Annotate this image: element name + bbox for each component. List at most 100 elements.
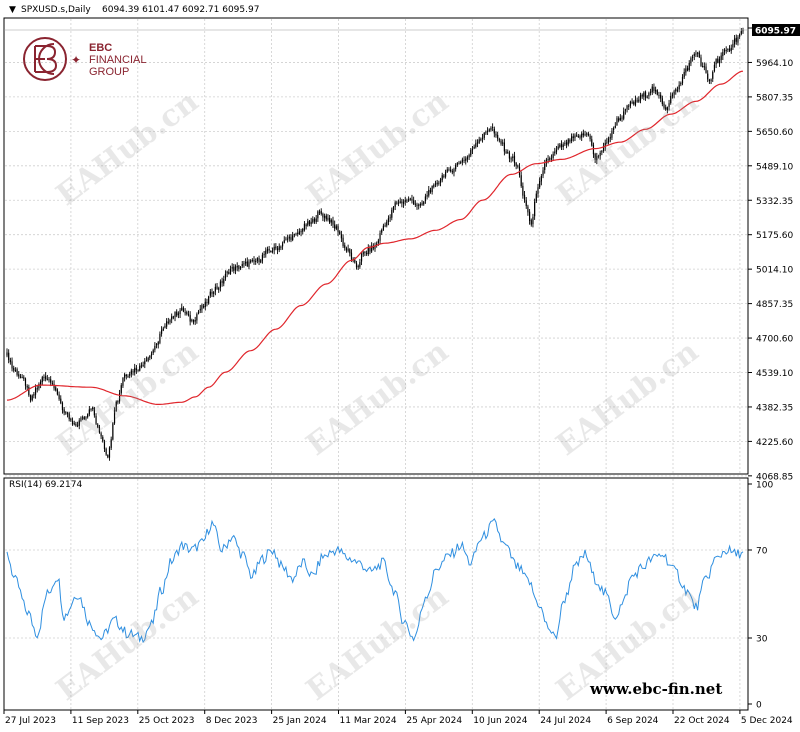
candle-body: [451, 170, 453, 173]
candle-body: [703, 66, 705, 68]
y-tick-label: 5489.10: [756, 162, 793, 172]
candle-body: [214, 286, 216, 292]
candle-body: [739, 34, 741, 37]
candle-body: [429, 190, 432, 193]
candle-body: [276, 248, 279, 251]
candle-body: [103, 442, 106, 449]
candle-body: [340, 234, 342, 239]
candle-body: [29, 395, 32, 401]
candle-body: [444, 172, 447, 177]
candle-body: [174, 311, 176, 318]
candle-body: [582, 133, 584, 136]
candle-body: [38, 383, 40, 389]
candle-body: [221, 280, 223, 283]
candle-body: [300, 231, 302, 233]
candle-body: [191, 319, 193, 321]
candle-body: [147, 357, 149, 361]
y-tick-label: 4225.60: [756, 438, 793, 448]
logo-line-2: FINANCIAL: [89, 54, 147, 66]
candle-body: [330, 219, 332, 223]
y-tick-label: 5332.35: [756, 197, 793, 207]
candle-body: [293, 234, 295, 236]
candle-body: [134, 367, 136, 373]
candle-body: [83, 417, 85, 420]
candle-body: [192, 319, 195, 323]
website-link[interactable]: www.ebc-fin.net: [590, 680, 723, 698]
candle-body: [461, 159, 463, 163]
y-tick-label: 5964.10: [756, 59, 793, 69]
candle-body: [90, 408, 92, 410]
candle-body: [702, 66, 704, 68]
candle-body: [19, 376, 22, 378]
candle-body: [698, 52, 700, 58]
candle-body: [574, 135, 576, 138]
candle-body: [559, 144, 561, 147]
candle-body: [186, 312, 188, 314]
candle-body: [292, 235, 294, 241]
candle-body: [18, 374, 20, 377]
candle-body: [591, 139, 593, 146]
candle-body: [50, 379, 52, 383]
candle-body: [641, 94, 643, 97]
candle-body: [14, 370, 17, 372]
candle-body: [693, 53, 695, 57]
candle-body: [315, 218, 317, 223]
candle-body: [634, 99, 637, 106]
candle-body: [697, 52, 699, 54]
candle-body: [226, 271, 228, 274]
candle-body: [441, 175, 443, 181]
candle-body: [550, 158, 553, 160]
candle-body: [313, 218, 316, 222]
candle-body: [334, 224, 336, 229]
candle-body: [389, 217, 391, 219]
candle-body: [196, 314, 198, 321]
candle-body: [271, 250, 274, 252]
candle-body: [223, 279, 225, 284]
candle-body: [11, 361, 13, 369]
x-tick-label: 8 Dec 2023: [206, 716, 258, 726]
candle-body: [122, 378, 124, 386]
candle-body: [73, 423, 75, 425]
candle-body: [285, 238, 287, 240]
candle-body: [646, 96, 648, 98]
candle-body: [619, 117, 621, 121]
candle-body: [384, 225, 386, 227]
candle-body: [176, 311, 178, 316]
candle-body: [281, 243, 284, 247]
candle-body: [673, 91, 675, 95]
candle-body: [486, 130, 489, 132]
candle-body: [53, 384, 55, 389]
candle-body: [248, 261, 250, 267]
candle-body: [379, 233, 381, 241]
candle-body: [670, 95, 672, 104]
candle-body: [423, 201, 425, 205]
candle-body: [371, 245, 373, 252]
logo-line-3: GROUP: [89, 66, 130, 78]
candle-body: [137, 370, 139, 372]
candle-body: [376, 243, 378, 246]
x-tick-label: 11 Mar 2024: [340, 716, 397, 726]
candle-body: [164, 325, 166, 328]
candle-body: [621, 117, 623, 119]
candle-body: [241, 264, 243, 267]
candle-body: [567, 139, 569, 145]
candle-body: [428, 189, 430, 196]
candle-body: [102, 437, 104, 442]
candle-body: [179, 310, 181, 315]
candle-body: [150, 353, 153, 356]
candle-body: [495, 133, 497, 136]
candle-body: [266, 248, 269, 252]
chart-menu-icon[interactable]: ▼: [9, 5, 16, 15]
candle-body: [97, 424, 99, 428]
last-price-badge: [752, 24, 800, 36]
candle-body: [66, 412, 69, 414]
ebc-logo-icon: ✦: [23, 37, 81, 81]
candle-body: [265, 250, 267, 255]
candle-body: [552, 153, 554, 158]
candle-body: [539, 180, 541, 188]
candle-body: [589, 135, 591, 140]
candle-body: [565, 142, 568, 145]
candle-body: [253, 259, 255, 262]
candle-body: [663, 103, 665, 108]
candle-body: [683, 71, 685, 78]
